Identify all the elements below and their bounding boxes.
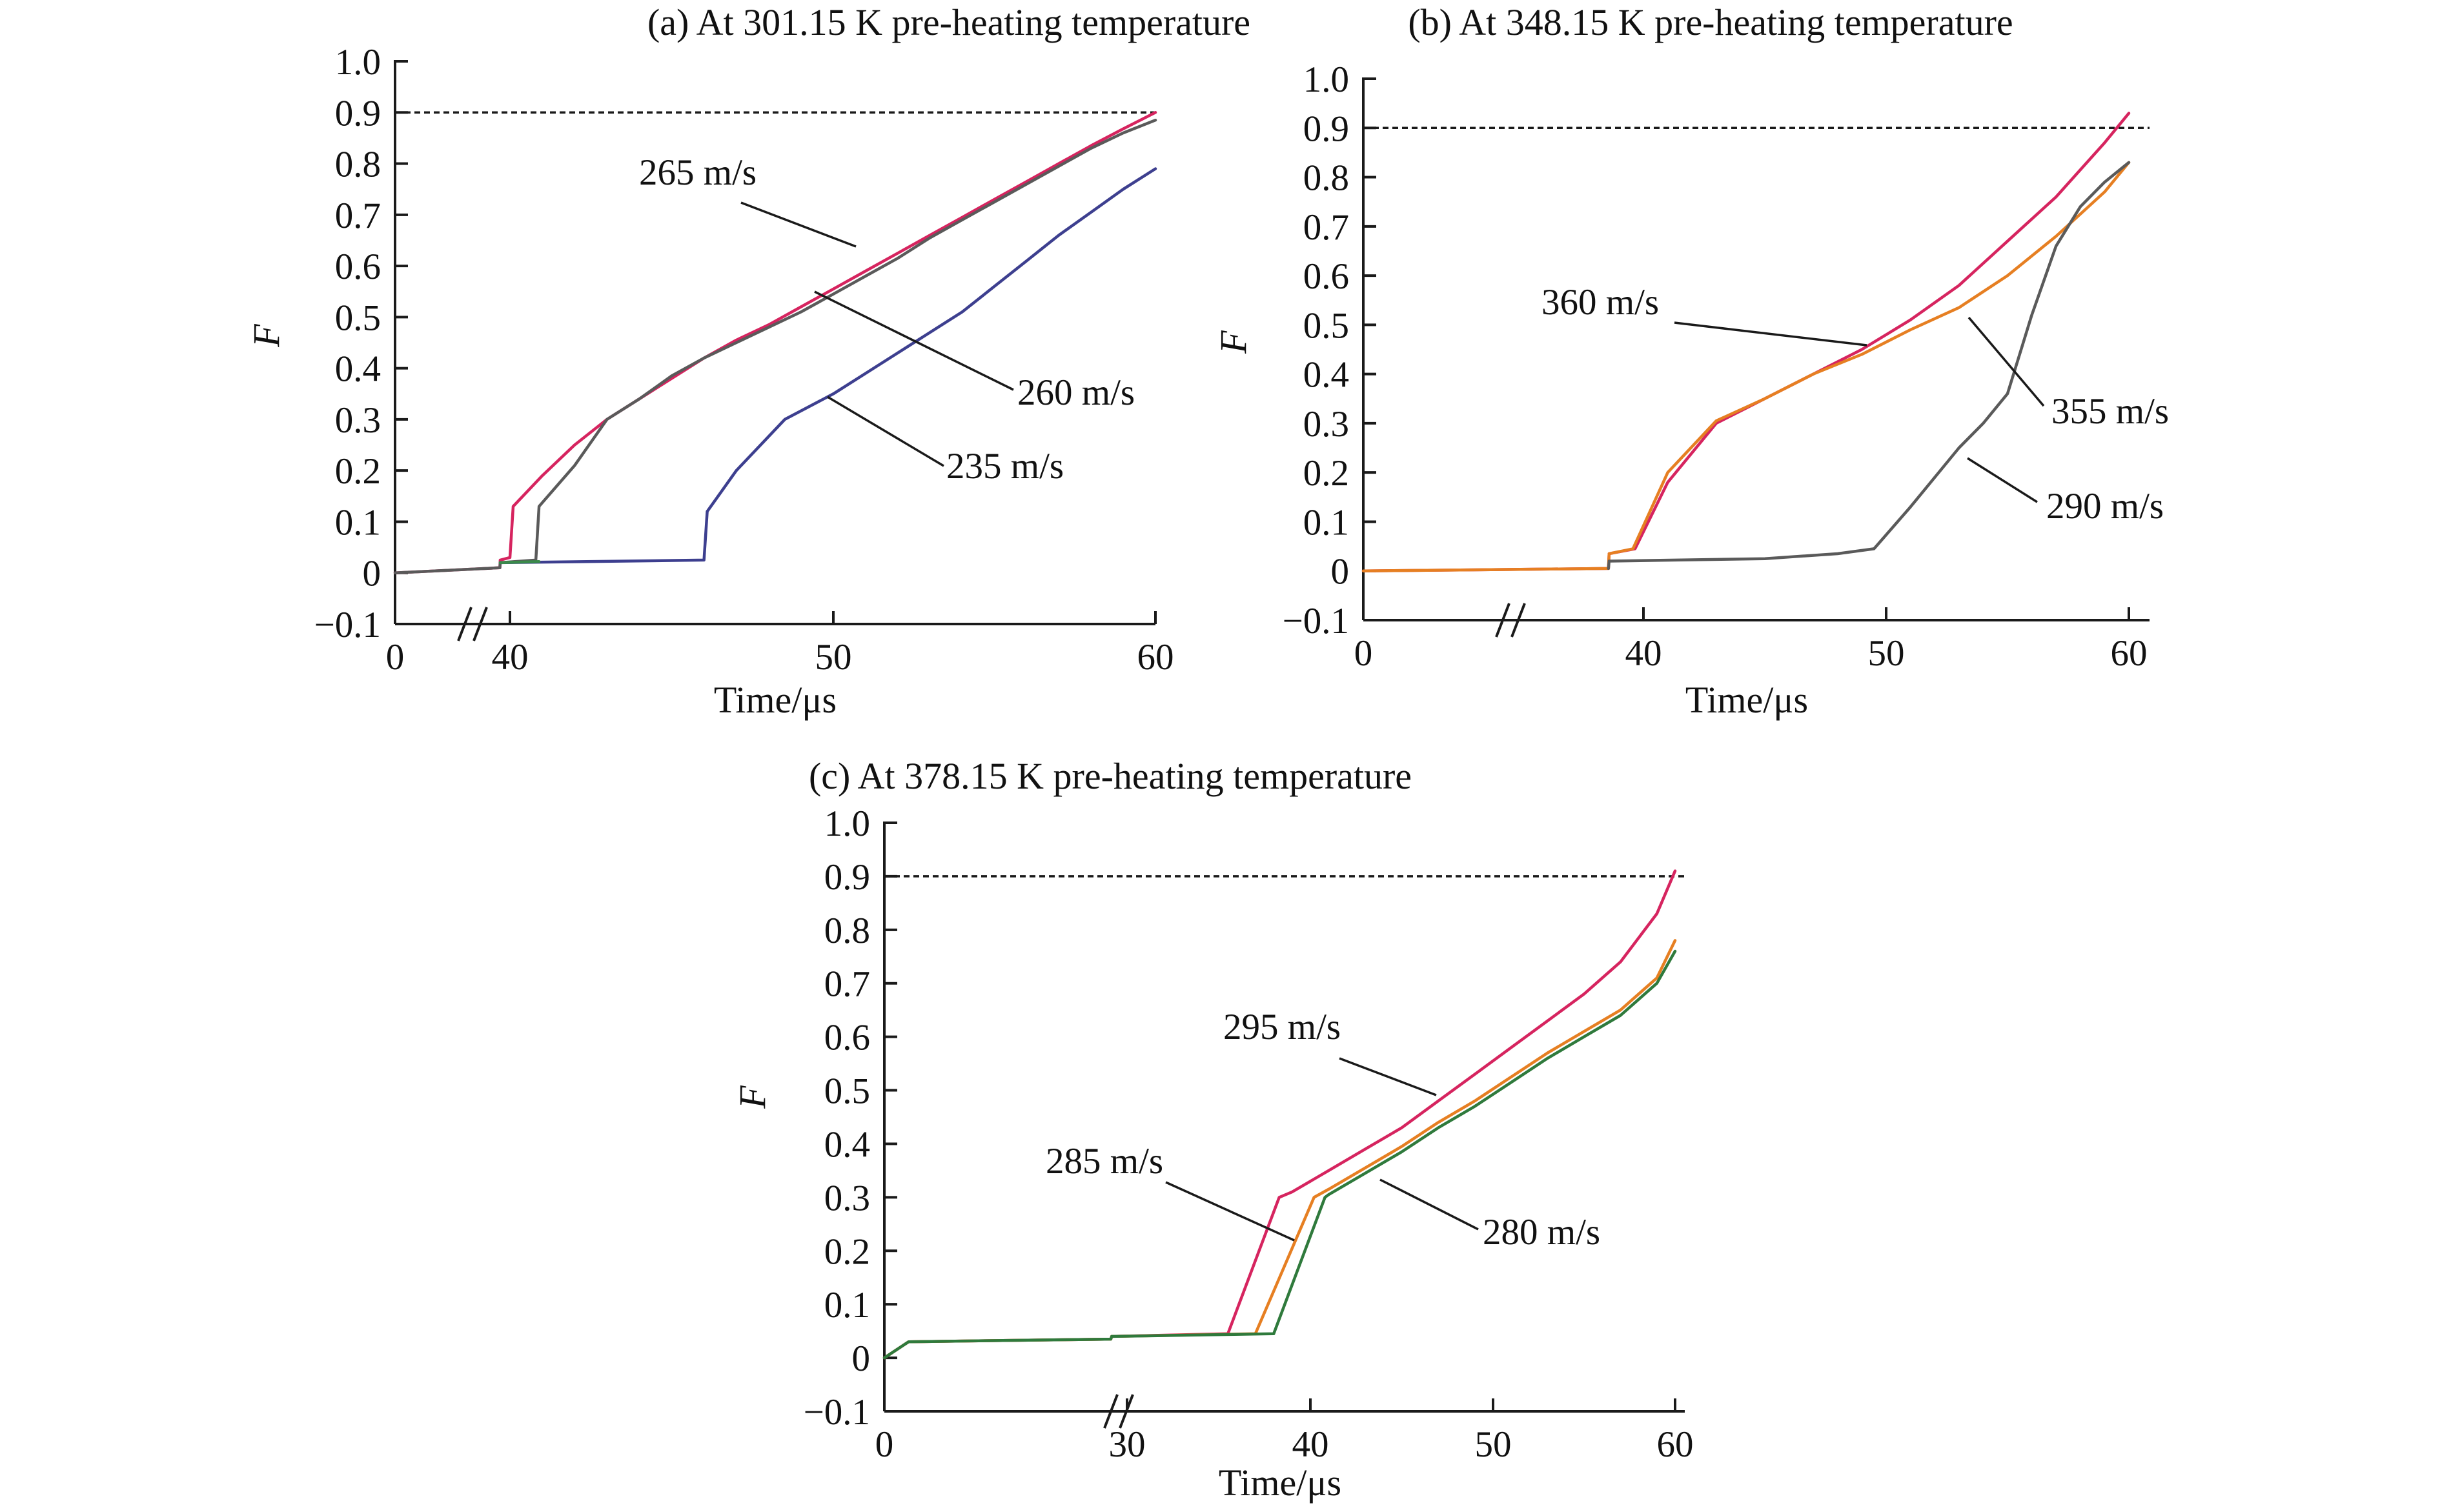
chart-a-y-tick-label: 0.6 <box>335 247 381 287</box>
chart-a-annotation-leader <box>827 396 944 467</box>
chart-b-series-290-m-s <box>1607 161 2131 570</box>
chart-c-annotation: 280 m/s <box>1483 1212 1600 1253</box>
chart-b-y-tick-label: 0.8 <box>1303 158 1349 199</box>
chart-a-series-235-m-s <box>498 167 1157 565</box>
chart-a-x-label: Time/μs <box>714 679 837 721</box>
chart-b-annotation-leader <box>1967 457 2038 503</box>
chart-a-title: (a) At 301.15 K pre-heating temperature <box>647 1 1250 43</box>
chart-c-series-280-m-s <box>882 949 1677 1360</box>
chart-b-y-tick-label: 0 <box>1331 552 1350 592</box>
chart-b-annotation: 290 m/s <box>2046 486 2164 527</box>
chart-c-y-tick-label: 0.5 <box>824 1071 870 1112</box>
chart-a-y-tick-label: 0.3 <box>335 400 381 441</box>
chart-a-series-265-m-s <box>393 111 1157 574</box>
chart-a-series-segment-3 <box>498 560 541 565</box>
chart-c-y-tick-label: 0.3 <box>824 1178 870 1218</box>
chart-a: (a) At 301.15 K pre-heating temperature −… <box>245 1 1250 721</box>
chart-c-y-tick-label: 0.9 <box>824 857 870 898</box>
chart-b-y-tick-label: 0.9 <box>1303 108 1349 149</box>
chart-b-x-tick-label: 50 <box>1868 633 1905 674</box>
chart-c-y-label: F <box>731 1085 773 1109</box>
chart-b-axis-break <box>1495 603 1510 638</box>
chart-b-annotation: 355 m/s <box>2051 391 2169 432</box>
chart-c-axis-break <box>1119 1394 1134 1429</box>
chart-a-x-tick-label: 0 <box>386 637 405 678</box>
chart-a-y-tick-label: 0.7 <box>335 196 381 236</box>
chart-a-y-tick-label: 0.2 <box>335 451 381 492</box>
chart-c: (c) At 378.15 K pre-heating temperature −… <box>731 755 1694 1504</box>
chart-b-y-label: F <box>1212 330 1254 354</box>
chart-b-y-tick-label: 0.4 <box>1303 355 1349 396</box>
chart-a-annotation-leader <box>814 290 1014 391</box>
chart-a-y-tick-label: 0.5 <box>335 297 381 338</box>
chart-b-annotation-leader <box>1967 316 2045 407</box>
chart-a-y-label: F <box>245 324 287 348</box>
chart-c-x-tick-label: 40 <box>1292 1424 1329 1465</box>
chart-c-y-tick-label: −0.1 <box>804 1392 870 1433</box>
chart-a-annotation: 265 m/s <box>639 152 757 193</box>
chart-b-y-tick-label: 0.5 <box>1303 305 1349 346</box>
chart-b-y-tick-label: −0.1 <box>1283 601 1349 641</box>
chart-c-annotation-leader <box>1379 1178 1479 1231</box>
chart-c-y-tick-label: 1.0 <box>824 803 870 844</box>
chart-b-series-360-m-s <box>1361 112 2131 572</box>
chart-a-y-tick-label: 0.8 <box>335 145 381 185</box>
chart-c-series-295-m-s <box>882 869 1677 1360</box>
chart-c-x-tick-label: 0 <box>875 1424 894 1465</box>
chart-b-y-tick-label: 0.3 <box>1303 404 1349 445</box>
chart-a-y-tick-label: −0.1 <box>314 605 381 645</box>
chart-c-y-tick-label: 0.2 <box>824 1231 870 1272</box>
chart-b-y-tick-label: 0.7 <box>1303 207 1349 248</box>
chart-c-y-tick-label: 0.4 <box>824 1124 870 1165</box>
chart-a-axis-break <box>473 607 488 641</box>
chart-a-x-tick-label: 50 <box>815 637 852 678</box>
chart-b-x-label: Time/μs <box>1685 679 1808 721</box>
chart-c-y-tick-label: 0.8 <box>824 911 870 951</box>
chart-a-y-tick-label: 0.1 <box>335 502 381 543</box>
chart-b-y-tick-label: 1.0 <box>1303 59 1349 100</box>
chart-b-x-tick-label: 0 <box>1354 633 1373 674</box>
chart-c-annotation-leader <box>1339 1057 1437 1096</box>
chart-b-series-355-m-s <box>1361 161 2131 572</box>
chart-b-y-tick-label: 0.1 <box>1303 502 1349 543</box>
chart-b-title: (b) At 348.15 K pre-heating temperature <box>1408 1 2013 43</box>
chart-c-x-label: Time/μs <box>1219 1462 1341 1504</box>
chart-a-y-tick-label: 0 <box>363 554 381 594</box>
chart-c-annotation: 285 m/s <box>1046 1141 1163 1182</box>
chart-c-y-tick-label: 0.1 <box>824 1285 870 1326</box>
chart-c-x-tick-label: 60 <box>1657 1424 1694 1465</box>
chart-b-annotation-leader <box>1674 321 1867 347</box>
chart-b-x-tick-label: 40 <box>1625 633 1662 674</box>
chart-a-series-260-m-s <box>393 118 1157 574</box>
chart-c-series-285-m-s <box>882 939 1677 1360</box>
chart-a-x-tick-label: 40 <box>492 637 529 678</box>
chart-b-x-tick-label: 60 <box>2111 633 2148 674</box>
chart-c-title: (c) At 378.15 K pre-heating temperature <box>809 755 1412 797</box>
chart-c-y-tick-label: 0 <box>852 1338 871 1379</box>
chart-a-annotation-leader <box>740 201 857 248</box>
chart-c-axis-break <box>1103 1394 1119 1429</box>
chart-c-y-tick-label: 0.6 <box>824 1018 870 1058</box>
chart-c-x-tick-label: 50 <box>1475 1424 1512 1465</box>
chart-a-y-tick-label: 1.0 <box>335 42 381 83</box>
chart-a-axis-break <box>457 607 473 641</box>
chart-b-y-tick-label: 0.2 <box>1303 453 1349 494</box>
chart-a-annotation: 235 m/s <box>946 446 1064 487</box>
chart-c-x-tick-label: 30 <box>1109 1424 1146 1465</box>
chart-c-annotation: 295 m/s <box>1223 1007 1341 1047</box>
chart-a-y-tick-label: 0.9 <box>335 93 381 134</box>
chart-c-y-tick-label: 0.7 <box>824 964 870 1005</box>
chart-a-y-tick-label: 0.4 <box>335 349 381 390</box>
chart-c-annotation-leader <box>1165 1181 1295 1242</box>
chart-b-annotation: 360 m/s <box>1541 282 1659 323</box>
chart-b-axis-break <box>1510 603 1526 638</box>
chart-a-x-tick-label: 60 <box>1137 637 1174 678</box>
chart-b: (b) At 348.15 K pre-heating temperature −… <box>1212 1 2169 721</box>
chart-a-annotation: 260 m/s <box>1017 372 1135 413</box>
chart-b-y-tick-label: 0.6 <box>1303 256 1349 297</box>
